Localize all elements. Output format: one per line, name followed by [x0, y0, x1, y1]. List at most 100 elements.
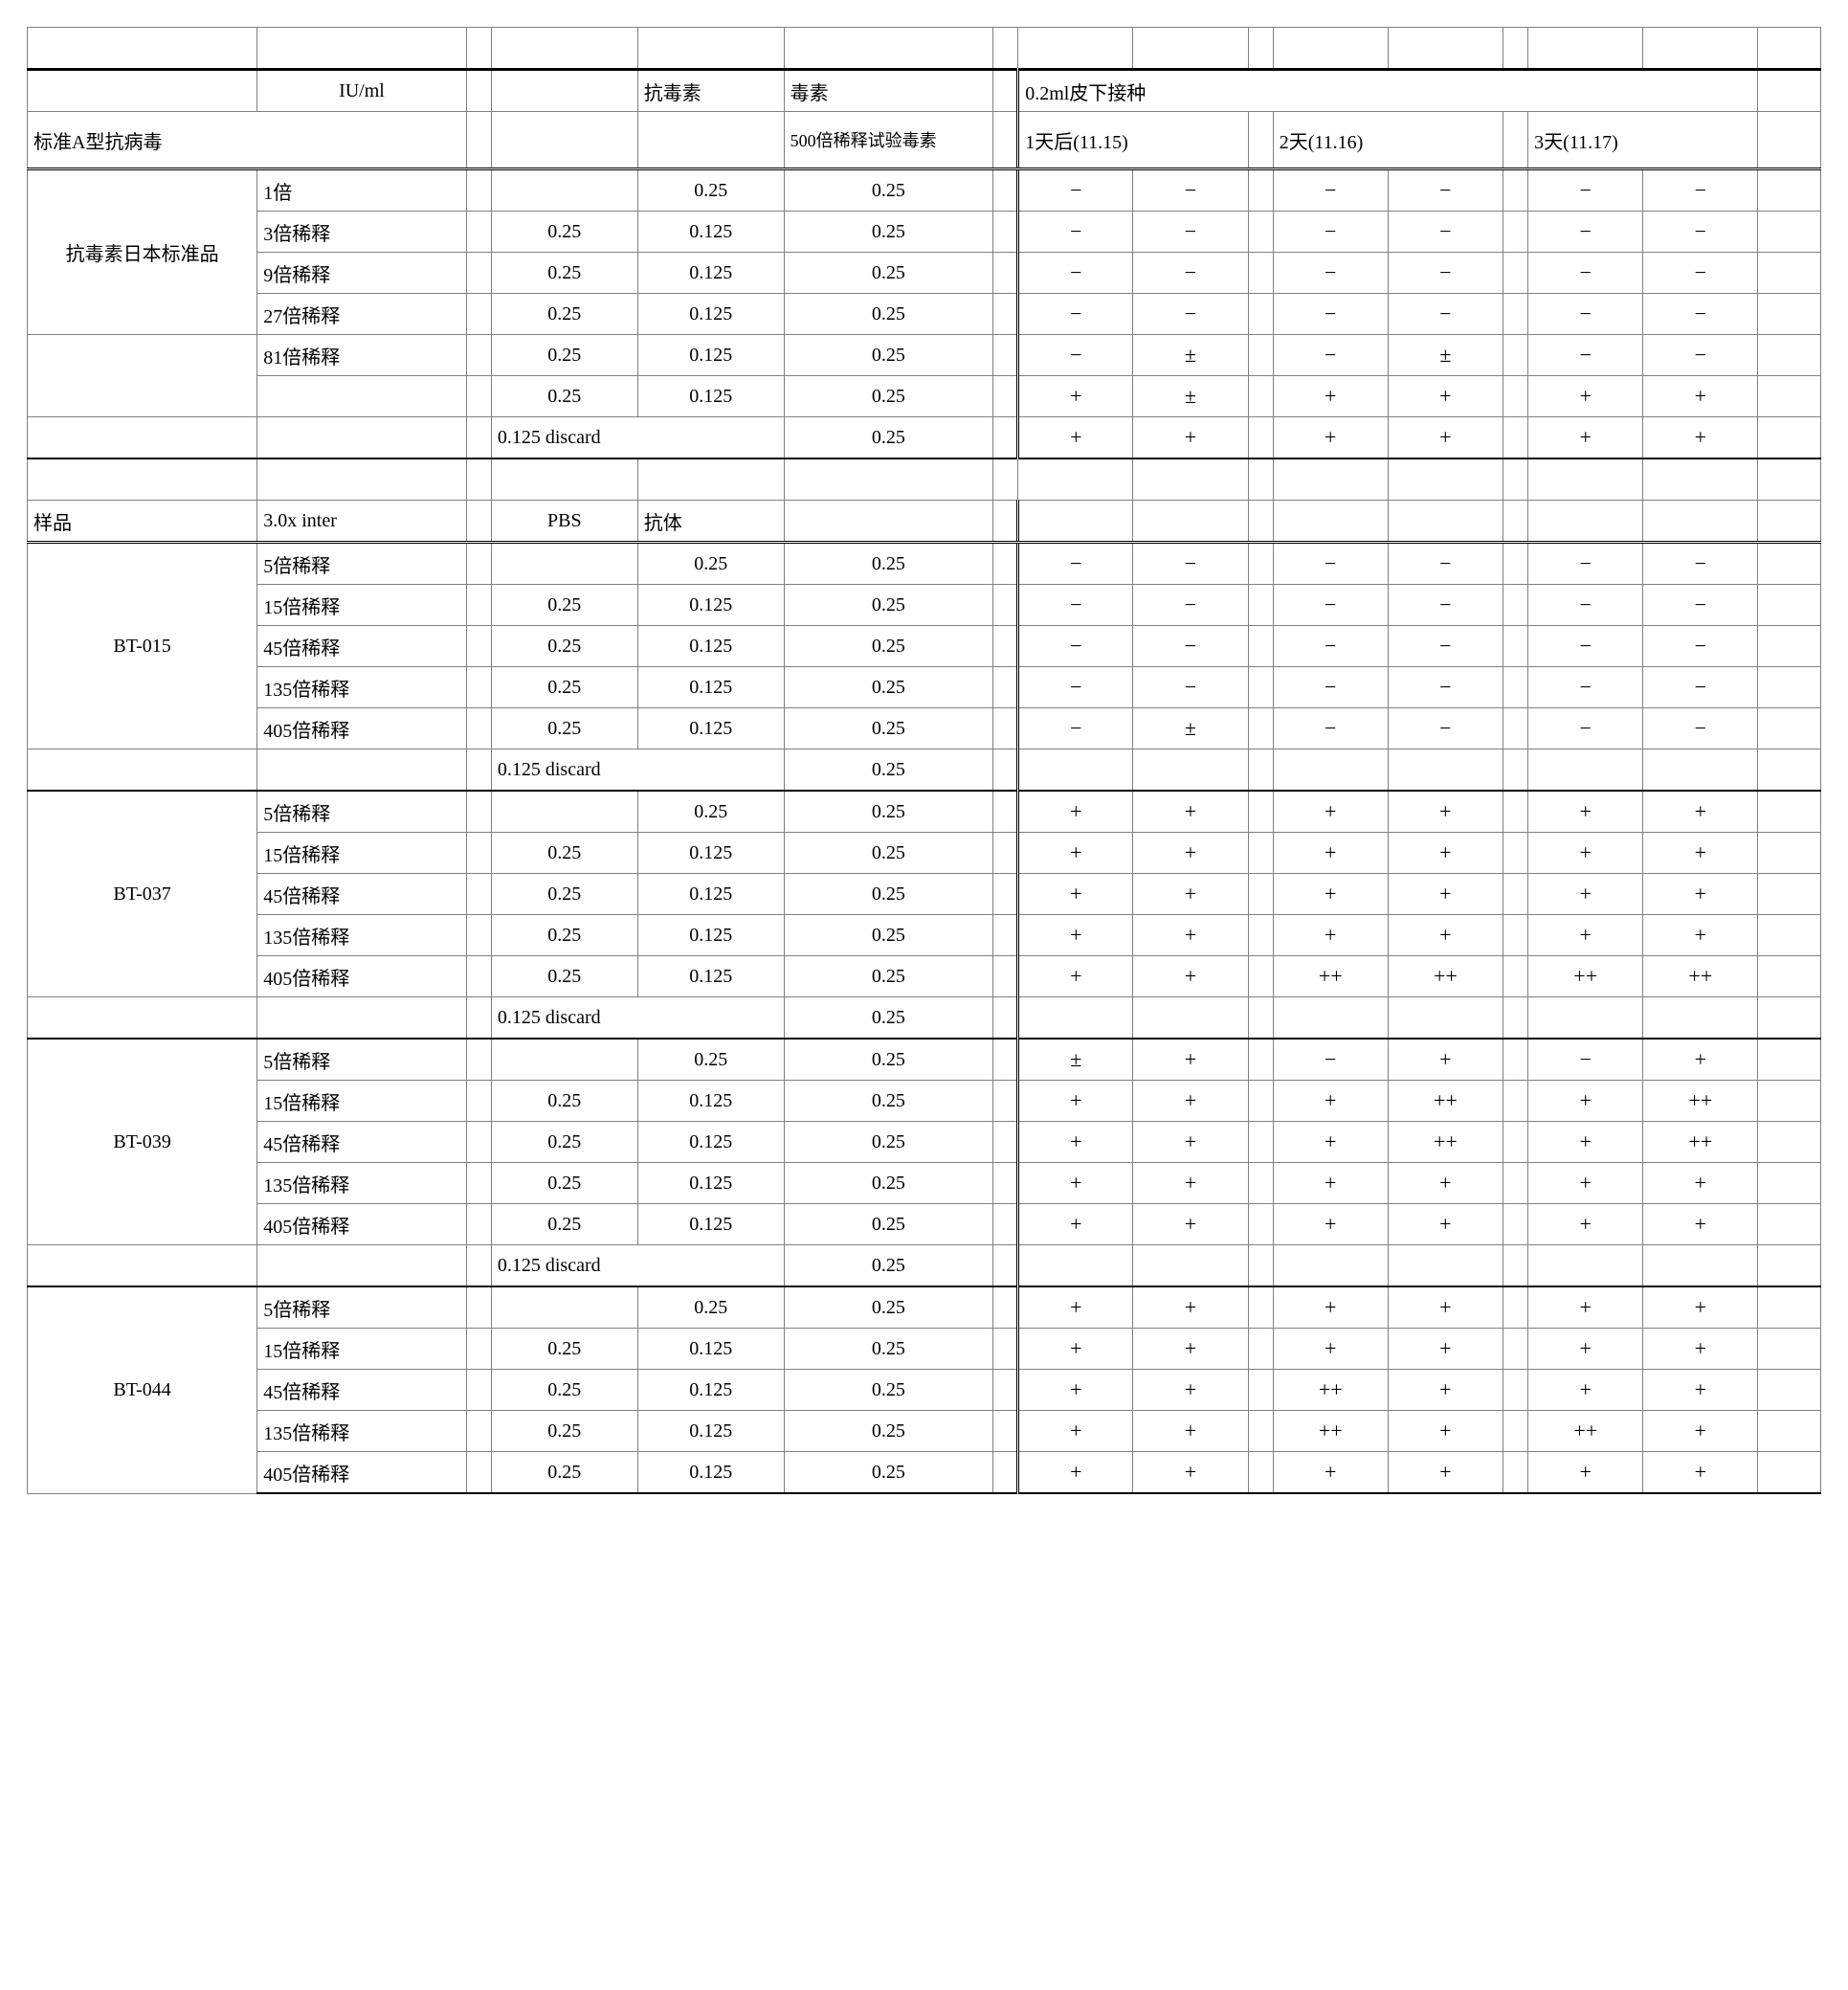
toxin-val: 0.25	[784, 833, 992, 874]
toxin-val: 0.25	[784, 915, 992, 956]
dilution-label: 81倍稀释	[257, 335, 466, 376]
pbs-val: 0.25	[491, 376, 637, 417]
pbs-val	[491, 543, 637, 585]
antibody-val: 0.125	[637, 874, 784, 915]
dilution-label: 5倍稀释	[257, 1286, 466, 1329]
hdr-standard-a: 标准A型抗病毒	[28, 112, 467, 169]
dilution-label	[257, 376, 466, 417]
antibody-val: 0.125	[637, 1370, 784, 1411]
pbs-val: 0.25	[491, 212, 637, 253]
dilution-label: 135倍稀释	[257, 1411, 466, 1452]
pbs-val: 0.25	[491, 1122, 637, 1163]
antibody-val: 0.25	[637, 1286, 784, 1329]
discard-label: 0.125 discard	[491, 417, 784, 459]
dilution-label: 9倍稀释	[257, 253, 466, 294]
toxin-val: 0.25	[784, 294, 992, 335]
antibody-val: 0.125	[637, 1081, 784, 1122]
antibody-val: 0.125	[637, 1163, 784, 1204]
antibody-val: 0.25	[637, 543, 784, 585]
antibody-val: 0.125	[637, 956, 784, 997]
toxin-val: 0.25	[784, 874, 992, 915]
dilution-label: 3倍稀释	[257, 212, 466, 253]
toxin-val: 0.25	[784, 253, 992, 294]
toxin-val: 0.25	[784, 1081, 992, 1122]
pbs-val: 0.25	[491, 294, 637, 335]
dilution-label: 5倍稀释	[257, 791, 466, 833]
dilution-label: 45倍稀释	[257, 1122, 466, 1163]
group-name: BT-039	[28, 1039, 257, 1245]
pbs-val	[491, 169, 637, 212]
hdr-antitoxin: 抗毒素	[637, 70, 784, 112]
hdr-inject: 0.2ml皮下接种	[1018, 70, 1758, 112]
toxin-val: 0.25	[784, 543, 992, 585]
dilution-label: 405倍稀释	[257, 1452, 466, 1494]
toxin-val: 0.25	[784, 956, 992, 997]
toxin-val: 0.25	[784, 1039, 992, 1081]
pbs-val: 0.25	[491, 1329, 637, 1370]
pbs-val: 0.25	[491, 253, 637, 294]
dilution-label: 135倍稀释	[257, 915, 466, 956]
pbs-val: 0.25	[491, 1411, 637, 1452]
antibody-val: 0.125	[637, 1204, 784, 1245]
toxin-val: 0.25	[784, 626, 992, 667]
pbs-val: 0.25	[491, 833, 637, 874]
pbs-val: 0.25	[491, 585, 637, 626]
toxin-val: 0.25	[784, 708, 992, 749]
toxin-val: 0.25	[784, 169, 992, 212]
antibody-val: 0.125	[637, 626, 784, 667]
antibody-val: 0.125	[637, 294, 784, 335]
hdr-inter: 3.0x inter	[257, 501, 466, 543]
toxin-val: 0.25	[784, 1163, 992, 1204]
antibody-val: 0.125	[637, 915, 784, 956]
hdr-toxin500: 500倍稀释试验毒素	[784, 112, 992, 169]
pbs-val: 0.25	[491, 1204, 637, 1245]
antibody-val: 0.125	[637, 585, 784, 626]
hdr-sample: 样品	[28, 501, 257, 543]
toxin-val: 0.25	[784, 791, 992, 833]
antibody-val: 0.25	[637, 791, 784, 833]
dilution-label: 135倍稀释	[257, 667, 466, 708]
pbs-val: 0.25	[491, 626, 637, 667]
toxin-val: 0.25	[784, 1329, 992, 1370]
pbs-val	[491, 1039, 637, 1081]
antibody-val: 0.125	[637, 1329, 784, 1370]
dilution-label: 15倍稀释	[257, 585, 466, 626]
pbs-val: 0.25	[491, 708, 637, 749]
hdr-day1: 1天后(11.15)	[1018, 112, 1248, 169]
antibody-val: 0.125	[637, 212, 784, 253]
dilution-label: 15倍稀释	[257, 1329, 466, 1370]
antibody-val: 0.125	[637, 1122, 784, 1163]
group-name: BT-037	[28, 791, 257, 997]
dilution-label: 45倍稀释	[257, 874, 466, 915]
antibody-val: 0.125	[637, 708, 784, 749]
antibody-val: 0.125	[637, 833, 784, 874]
toxin-val: 0.25	[784, 212, 992, 253]
dilution-label: 15倍稀释	[257, 833, 466, 874]
pbs-val: 0.25	[491, 1081, 637, 1122]
dilution-label: 135倍稀释	[257, 1163, 466, 1204]
toxin-val: 0.25	[784, 1204, 992, 1245]
hdr-antibody: 抗体	[637, 501, 784, 543]
hdr-day3: 3天(11.17)	[1528, 112, 1758, 169]
pbs-val: 0.25	[491, 874, 637, 915]
dilution-label: 405倍稀释	[257, 956, 466, 997]
dilution-label: 5倍稀释	[257, 543, 466, 585]
toxin-val: 0.25	[784, 376, 992, 417]
toxin-val: 0.25	[784, 1122, 992, 1163]
pbs-val: 0.25	[491, 667, 637, 708]
dilution-label: 45倍稀释	[257, 626, 466, 667]
dilution-label: 15倍稀释	[257, 1081, 466, 1122]
toxin-val: 0.25	[784, 585, 992, 626]
pbs-val: 0.25	[491, 1163, 637, 1204]
toxin-val: 0.25	[784, 1286, 992, 1329]
dilution-label: 1倍	[257, 169, 466, 212]
dilution-label: 45倍稀释	[257, 1370, 466, 1411]
antibody-val: 0.25	[637, 169, 784, 212]
antibody-val: 0.25	[637, 1039, 784, 1081]
pbs-val	[491, 791, 637, 833]
pbs-val: 0.25	[491, 1370, 637, 1411]
group-name: 抗毒素日本标准品	[28, 169, 257, 335]
pbs-val: 0.25	[491, 915, 637, 956]
hdr-toxin: 毒素	[784, 70, 992, 112]
discard-label: 0.125 discard	[491, 749, 784, 792]
